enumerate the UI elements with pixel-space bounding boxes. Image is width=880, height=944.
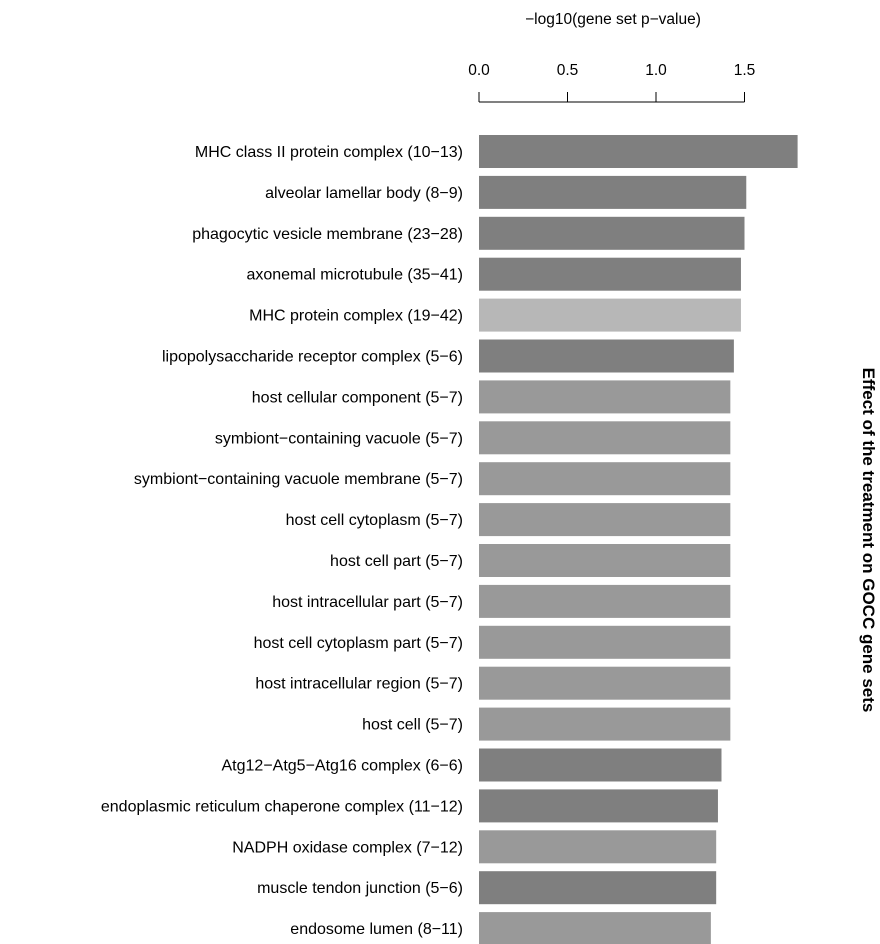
category-label: host cellular component (5−7): [252, 389, 463, 406]
category-label: host intracellular part (5−7): [272, 594, 463, 611]
category-labels: MHC class II protein complex (10−13) alve…: [101, 144, 463, 938]
category-label: host cell (5−7): [362, 717, 463, 734]
bar: [479, 175, 747, 209]
x-tick-label: 0.0: [468, 62, 490, 79]
x-axis-title: −log10(gene set p−value): [525, 11, 701, 28]
category-label: host cell part (5−7): [330, 553, 463, 570]
bar: [479, 544, 731, 577]
category-label: Atg12−Atg5−Atg16 complex (6−6): [222, 758, 464, 775]
category-label: muscle tendon junction (5−6): [257, 880, 463, 897]
bar: [479, 584, 731, 618]
category-label: axonemal microtubule (35−41): [246, 267, 463, 284]
category-label: MHC class II protein complex (10−13): [195, 144, 463, 161]
bars: [479, 135, 798, 944]
bar: [479, 339, 734, 373]
bar: [479, 462, 731, 496]
category-label: phagocytic vesicle membrane (23−28): [192, 226, 463, 243]
category-label: symbiont−containing vacuole membrane (5−…: [134, 471, 463, 488]
bar: [479, 298, 741, 332]
x-tick-label: 1.5: [734, 62, 756, 79]
bar: [479, 707, 731, 741]
category-label: alveolar lamellar body (8−9): [265, 185, 463, 202]
x-tick-label: 1.0: [645, 62, 667, 79]
x-axis: 0.0 0.5 1.0 1.5: [468, 62, 756, 103]
category-label: host cell cytoplasm (5−7): [286, 512, 463, 529]
category-label: endoplasmic reticulum chaperone complex …: [101, 798, 463, 815]
category-label: lipopolysaccharide receptor complex (5−6…: [162, 349, 463, 366]
x-tick-label: 0.5: [557, 62, 579, 79]
bar: [479, 135, 798, 168]
bar: [479, 789, 718, 823]
bar: [479, 380, 731, 414]
category-label: NADPH oxidase complex (7−12): [232, 839, 463, 856]
bar: [479, 871, 717, 905]
category-label: host cell cytoplasm part (5−7): [254, 635, 463, 652]
bar: [479, 830, 717, 864]
category-label: host intracellular region (5−7): [255, 676, 463, 693]
bar: [479, 216, 745, 250]
bar: [479, 912, 711, 944]
bar: [479, 666, 731, 700]
category-label: symbiont−containing vacuole (5−7): [215, 430, 463, 447]
bar: [479, 748, 722, 782]
bar: [479, 625, 731, 659]
chart-title: Effect of the treatment on GOCC gene set…: [859, 368, 878, 713]
bar: [479, 257, 741, 291]
bar: [479, 421, 731, 455]
bar: [479, 503, 731, 537]
category-label: endosome lumen (8−11): [290, 921, 463, 938]
category-label: MHC protein complex (19−42): [249, 308, 463, 325]
